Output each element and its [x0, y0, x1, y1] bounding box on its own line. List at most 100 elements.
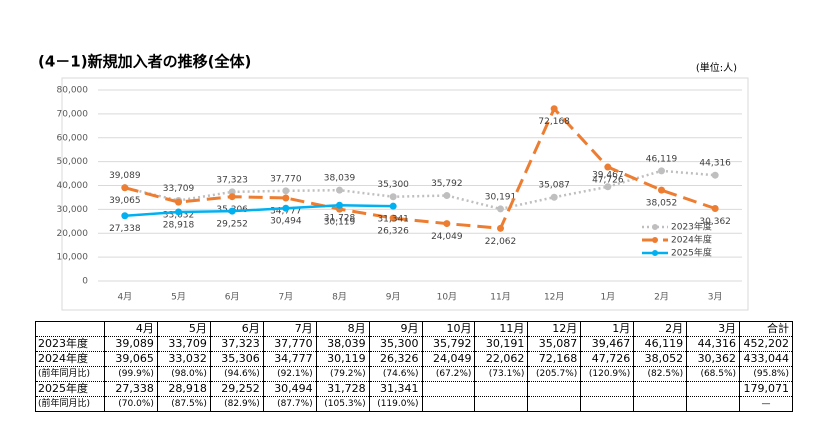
y-tick-label: 0: [82, 277, 88, 287]
table-cell: 31,341: [368, 381, 423, 397]
table-cell: 31,728: [315, 381, 370, 397]
data-point: [121, 184, 129, 192]
table-cell: 27,338: [104, 381, 158, 397]
table-cell: (82.5%): [633, 366, 687, 382]
data-point: [550, 105, 558, 113]
y-tick-label: 80,000: [57, 86, 89, 96]
x-tick-label: 6月: [225, 292, 240, 303]
data-label: 33,032: [163, 211, 195, 221]
legend-label: 2025年度: [671, 247, 712, 259]
table-cell: [421, 396, 475, 412]
table-cell: 2025年度: [35, 381, 105, 397]
y-tick-label: 40,000: [57, 181, 89, 191]
table-cell: [527, 381, 581, 397]
table-row: (前年同月比) (99.9%) (98.0%) (94.6%) (92.1%) (79.2…: [35, 366, 793, 382]
table-cell: 433,044: [739, 351, 793, 367]
table-cell: 7月: [262, 321, 317, 337]
data-point: [282, 204, 290, 212]
x-tick-label: 2月: [654, 292, 669, 303]
table-cell: 4月: [104, 321, 158, 337]
table-cell: 10月: [421, 321, 475, 337]
data-label: 27,338: [109, 224, 141, 234]
data-label: 29,252: [216, 220, 248, 230]
table-cell: 6月: [209, 321, 264, 337]
table-cell: 47,726: [580, 351, 634, 367]
table-cell: (205.7%): [527, 366, 581, 382]
x-tick-label: 11月: [490, 292, 510, 303]
table-cell: [527, 396, 581, 412]
table-cell: 合計: [739, 321, 793, 337]
data-point: [389, 193, 397, 201]
table-cell: [474, 396, 528, 412]
y-tick-label: 10,000: [57, 253, 89, 263]
series-line: [124, 169, 716, 211]
table-cell: [474, 381, 528, 397]
table-cell: 30,119: [315, 351, 370, 367]
x-tick-label: 9月: [386, 292, 401, 303]
table-cell: 33,032: [156, 351, 211, 367]
table-cell: (79.2%): [315, 366, 370, 382]
data-label: 39,065: [109, 196, 141, 206]
data-label: 22,062: [485, 237, 517, 247]
data-point: [121, 212, 129, 220]
data-table: 4月 5月 6月 7月 8月 9月 10月 11月 12月 1月 2月 3月 合計 2023年度 39,08…: [35, 321, 793, 412]
table-cell: 38,039: [315, 336, 370, 352]
table-cell: (105.3%): [315, 396, 370, 412]
data-point: [497, 205, 504, 213]
x-tick-label: 4月: [117, 292, 132, 303]
data-point: [336, 186, 343, 194]
data-point: [336, 201, 343, 209]
data-label: 33,709: [163, 184, 195, 194]
series-line: [124, 106, 716, 230]
data-label: 30,362: [699, 217, 731, 227]
table-cell: (前年同月比): [35, 366, 105, 382]
table-cell: 28,918: [156, 381, 211, 397]
data-label: 38,039: [324, 174, 356, 184]
legend-marker: [652, 224, 658, 230]
chart-title: (4－1)新規加入者の推移(全体): [38, 53, 251, 71]
data-point: [711, 171, 719, 179]
table-cell: 24,049: [421, 351, 475, 367]
data-label: 30,191: [485, 192, 517, 202]
legend-marker: [652, 237, 658, 243]
data-label: 47,726: [592, 176, 624, 186]
data-label: 72,168: [538, 117, 570, 127]
data-label: 35,300: [377, 180, 409, 190]
table-cell: (98.0%): [156, 366, 211, 382]
data-point: [175, 198, 182, 206]
table-cell: 44,316: [686, 336, 740, 352]
legend-label: 2023年度: [671, 221, 712, 233]
table-cell: [580, 381, 634, 397]
table-cell: (74.6%): [368, 366, 423, 382]
data-label: 37,323: [216, 175, 248, 185]
table-cell: (82.9%): [209, 396, 264, 412]
table-cell: 26,326: [368, 351, 423, 367]
table-cell: 39,089: [104, 336, 158, 352]
table-cell: (67.2%): [421, 366, 475, 382]
data-point: [228, 188, 236, 196]
table-cell: 179,071: [739, 381, 793, 397]
x-tick-label: 7月: [278, 292, 293, 303]
data-label: 30,494: [270, 217, 302, 227]
data-label: 38,052: [646, 199, 678, 209]
table-cell: (前年同月比): [35, 396, 105, 412]
table-cell: (70.0%): [104, 396, 158, 412]
table-cell: [633, 396, 687, 412]
series-line: [124, 203, 394, 217]
data-point: [228, 207, 236, 215]
data-point: [228, 193, 236, 201]
data-point: [443, 220, 451, 228]
data-label: 39,467: [592, 170, 624, 180]
table-cell: (68.5%): [686, 366, 740, 382]
table-row: 2023年度 39,089 33,709 37,323 37,770 38,039 35,3…: [35, 336, 793, 352]
data-label: 37,770: [270, 174, 302, 184]
table-cell: 2024年度: [35, 351, 105, 367]
table-cell: 35,792: [421, 336, 475, 352]
data-point: [604, 183, 612, 191]
y-tick-label: 30,000: [57, 205, 89, 215]
table-cell: 30,362: [686, 351, 740, 367]
table-cell: 39,065: [104, 351, 158, 367]
data-label: 46,119: [646, 154, 678, 164]
data-point: [711, 205, 719, 213]
